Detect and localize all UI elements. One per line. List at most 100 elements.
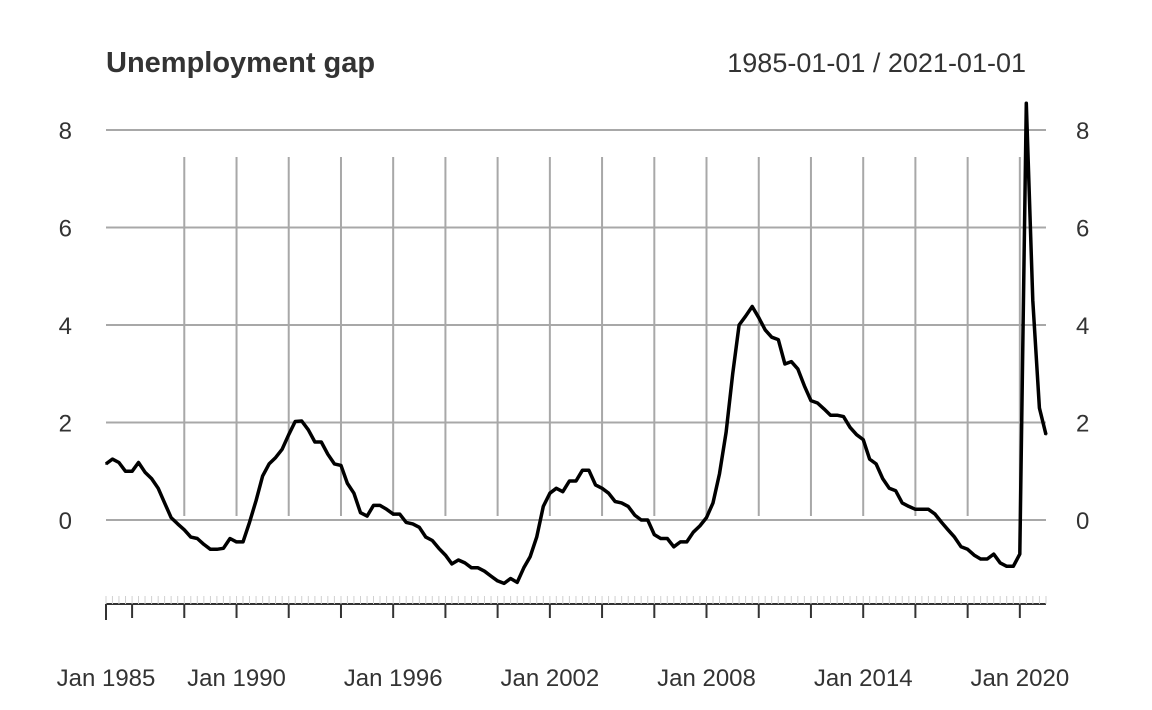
data-point	[718, 472, 721, 475]
data-point	[118, 461, 120, 464]
data-point	[144, 471, 146, 474]
y-tick-label-right: 8	[1076, 118, 1089, 145]
data-point	[372, 504, 375, 507]
data-point	[979, 558, 982, 560]
x-tick-label: Jan 1985	[57, 665, 156, 692]
data-point	[359, 511, 362, 514]
data-point	[451, 563, 453, 565]
data-point	[418, 526, 421, 529]
data-point	[868, 458, 871, 460]
data-point	[712, 502, 714, 504]
data-point	[620, 502, 623, 504]
data-point	[470, 566, 473, 569]
data-point	[163, 502, 166, 504]
data-point	[614, 500, 616, 503]
series-points	[105, 102, 1047, 585]
data-point	[757, 316, 760, 319]
data-point	[842, 415, 845, 418]
data-point	[666, 537, 669, 540]
data-point	[183, 528, 186, 531]
data-point	[170, 516, 172, 519]
data-point	[424, 536, 427, 538]
data-point	[894, 489, 897, 492]
data-point	[366, 515, 368, 517]
data-point	[855, 433, 858, 436]
x-tick-label: Jan 2002	[500, 665, 599, 692]
x-tick-label: Jan 2020	[970, 665, 1069, 692]
data-point	[176, 523, 179, 525]
x-axis-labels: Jan 1985 Jan 1990 Jan 1996 Jan 2002 Jan 2008…	[57, 665, 1070, 692]
data-point	[1038, 407, 1041, 409]
data-point	[947, 528, 949, 531]
y-tick-label-right: 6	[1076, 216, 1089, 243]
data-point	[405, 521, 407, 524]
data-point	[816, 402, 819, 404]
data-point	[503, 582, 505, 585]
y-tick-label-right: 2	[1076, 411, 1089, 438]
data-point	[725, 431, 727, 434]
data-point	[940, 521, 943, 524]
data-point	[770, 336, 773, 338]
data-point	[431, 539, 434, 542]
data-point	[150, 477, 153, 480]
data-point	[810, 399, 812, 402]
data-point	[327, 453, 329, 455]
data-point	[823, 408, 825, 410]
data-point	[124, 470, 127, 473]
x-tick-label: Jan 2008	[657, 665, 756, 692]
data-point	[137, 461, 140, 464]
data-point	[287, 433, 290, 436]
data-point	[1005, 565, 1008, 568]
data-point	[731, 372, 734, 375]
data-point	[1012, 565, 1015, 568]
data-point	[385, 508, 388, 511]
y-tick-label-left: 6	[59, 216, 72, 243]
data-point	[986, 558, 988, 560]
data-point	[307, 429, 310, 431]
data-point	[575, 480, 577, 482]
data-point	[379, 504, 381, 507]
x-tick-label: Jan 2014	[814, 665, 913, 692]
data-point	[216, 548, 218, 551]
data-point	[340, 464, 342, 467]
data-point	[921, 508, 923, 511]
data-point	[646, 519, 649, 521]
data-point	[229, 537, 231, 540]
data-point	[699, 525, 701, 527]
data-point	[483, 570, 486, 572]
data-point	[209, 548, 212, 551]
data-point	[705, 516, 708, 519]
data-point	[744, 315, 747, 318]
data-point	[235, 541, 238, 543]
data-point	[562, 490, 564, 493]
data-point	[314, 441, 316, 443]
x-tick-label: Jan 1990	[187, 665, 286, 692]
data-point	[738, 324, 740, 326]
data-point	[157, 487, 159, 490]
y-tick-label-left: 8	[59, 118, 72, 145]
data-point	[248, 521, 251, 524]
data-point	[973, 554, 975, 556]
data-point	[281, 448, 283, 451]
data-point	[594, 484, 597, 486]
data-point	[438, 547, 440, 550]
data-point	[829, 414, 832, 416]
data-point	[901, 502, 904, 504]
vertical-gridlines	[183, 157, 1021, 516]
y-tick-label-right: 4	[1076, 313, 1089, 340]
y-tick-label-right: 0	[1076, 508, 1089, 535]
data-point	[105, 463, 107, 465]
data-point	[255, 499, 257, 502]
data-point	[242, 541, 244, 543]
data-point	[131, 470, 133, 473]
data-point	[601, 487, 603, 490]
data-point	[777, 338, 780, 341]
data-point	[346, 482, 349, 485]
data-point	[659, 537, 662, 540]
data-point	[803, 385, 806, 387]
data-point	[836, 414, 838, 416]
data-point	[529, 555, 532, 558]
data-point	[908, 505, 910, 508]
data-point	[784, 363, 786, 365]
